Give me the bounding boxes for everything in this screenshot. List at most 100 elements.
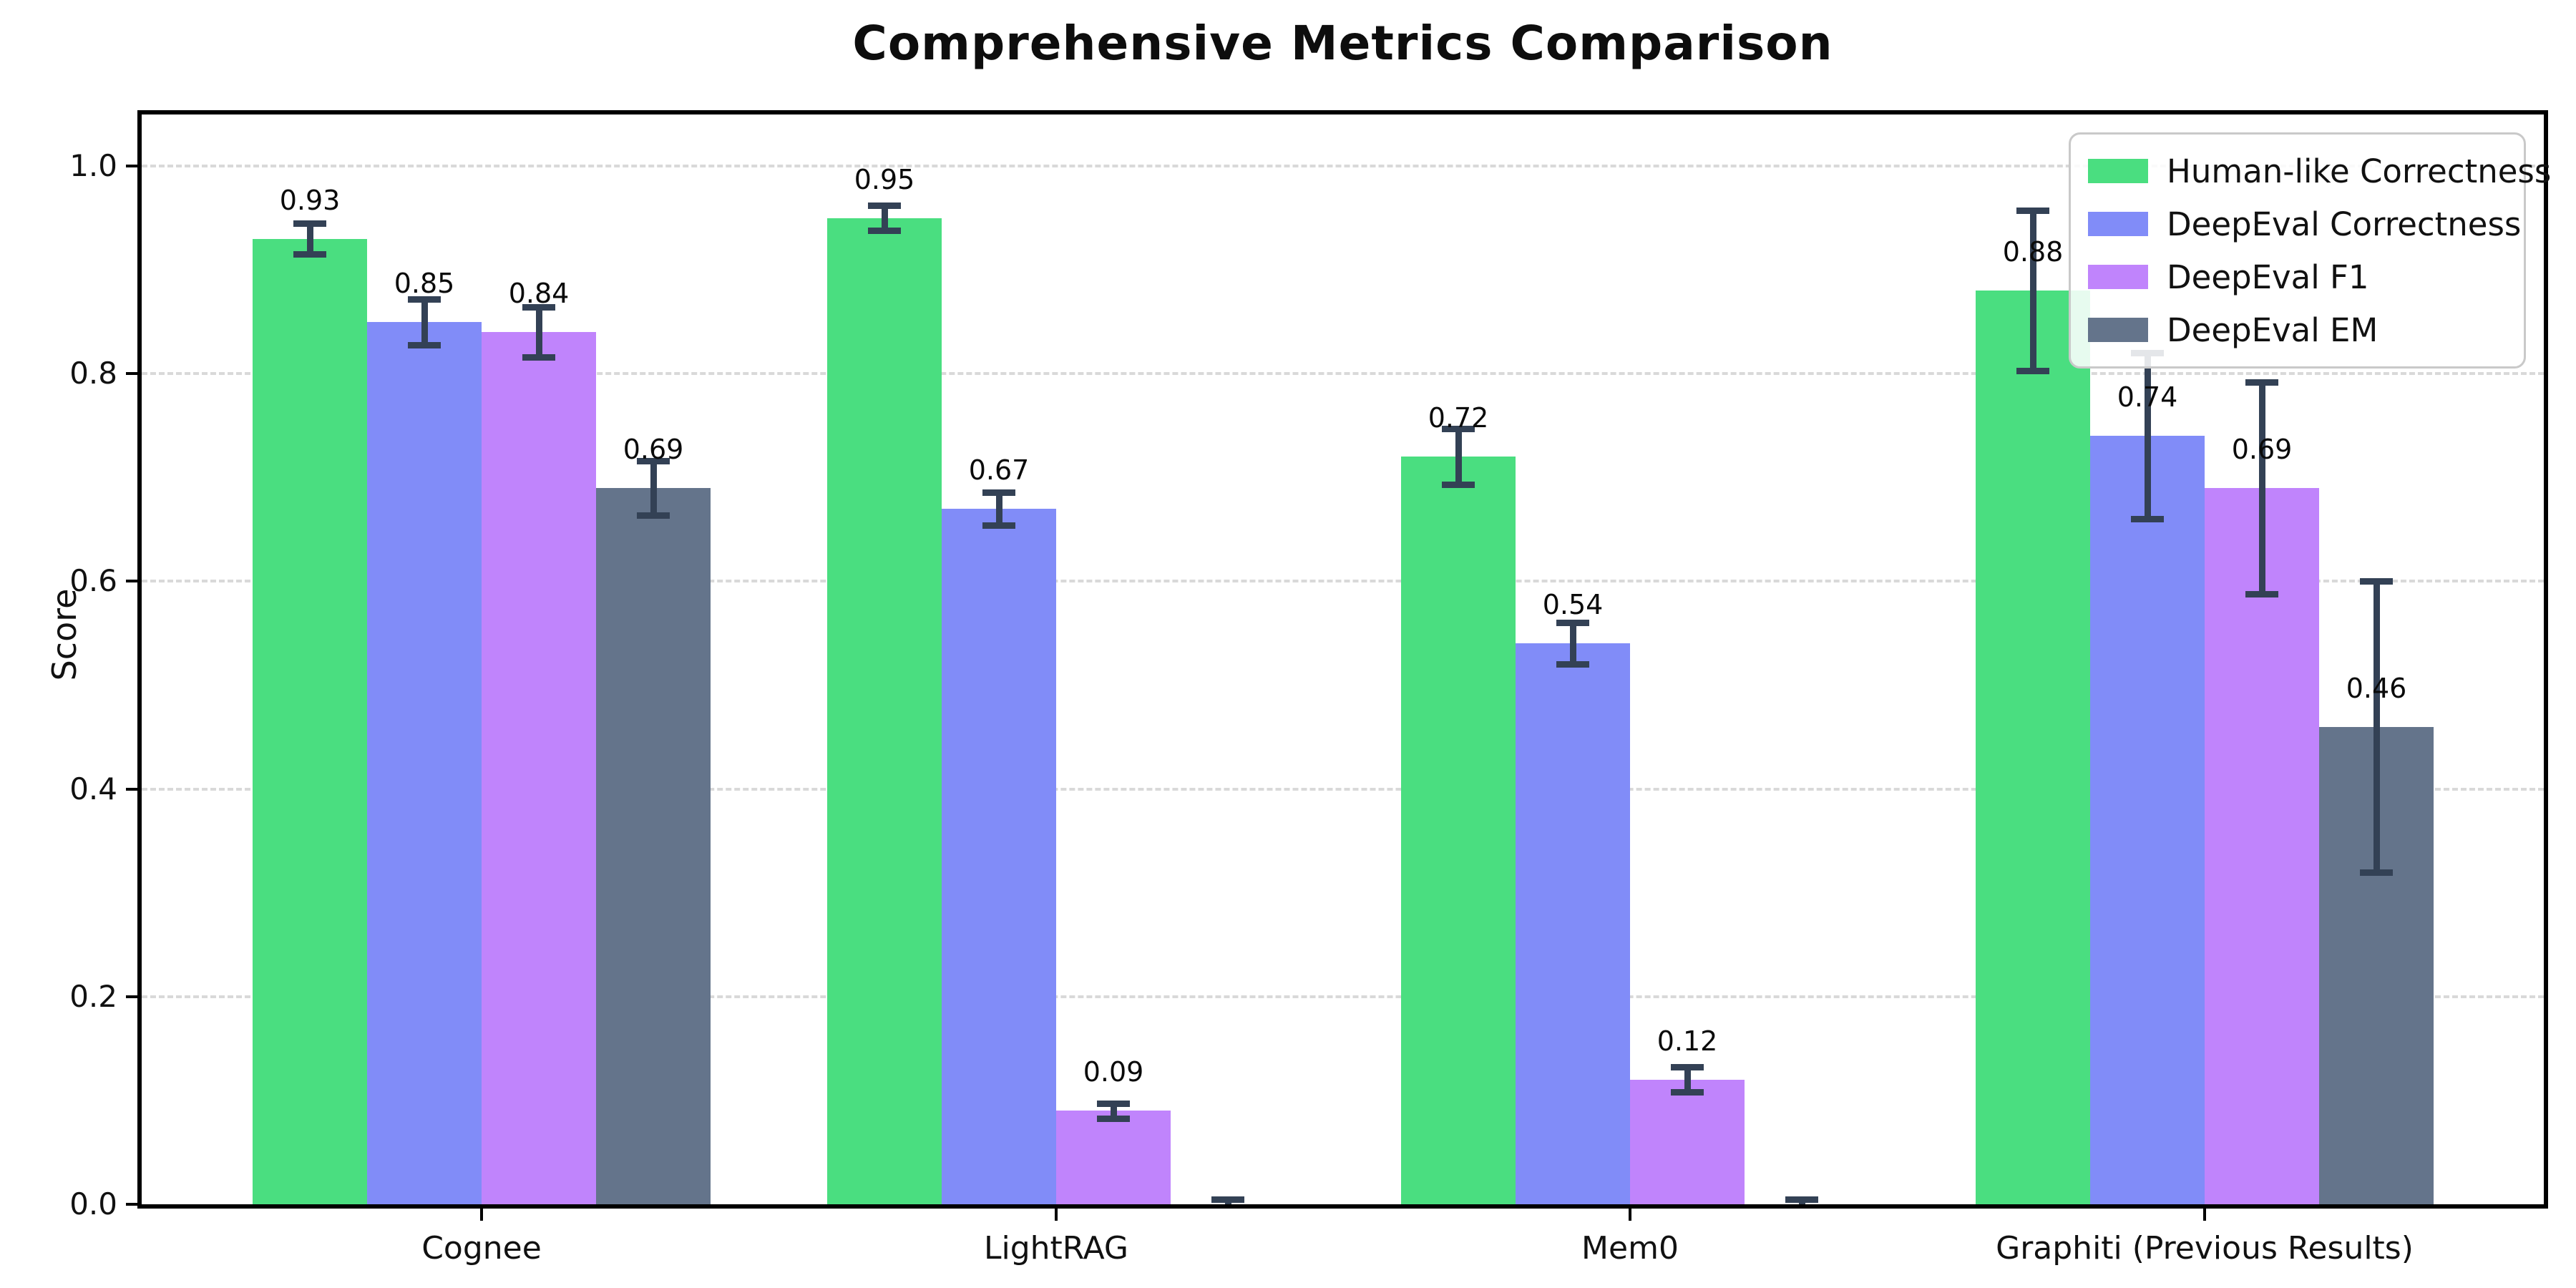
legend-label: Human-like Correctness [2167, 152, 2552, 190]
error-bar-cap-top [2245, 379, 2278, 386]
error-bar-cap-bottom [408, 341, 441, 348]
bar-value-label: 0.46 [2346, 672, 2407, 704]
error-bar-cap-top [522, 304, 555, 311]
y-tick-label: 1.0 [69, 148, 117, 183]
error-bar-cap-top [1442, 426, 1475, 433]
error-bar-cap-bottom [1671, 1089, 1704, 1096]
error-bar-cap-bottom [2131, 516, 2164, 523]
legend-swatch-deepeval-f1 [2088, 265, 2148, 289]
x-tick-mark [2203, 1209, 2206, 1221]
y-tick-mark [126, 580, 137, 583]
gridline [142, 995, 2544, 998]
x-tick-mark [1629, 1209, 1631, 1221]
y-tick-label: 0.4 [69, 771, 117, 806]
y-tick-mark [126, 372, 137, 376]
legend-item: DeepEval EM [2088, 311, 2507, 349]
error-bar [2029, 210, 2036, 371]
gridline [142, 787, 2544, 791]
legend-label: DeepEval F1 [2167, 258, 2369, 296]
legend-swatch-human-like-correctness [2088, 159, 2148, 183]
error-bar-cap-top [408, 296, 441, 303]
bar [1516, 643, 1630, 1204]
error-bar-cap-top [637, 458, 670, 465]
bar [1976, 291, 2090, 1204]
bar [2090, 436, 2205, 1204]
error-bar-cap-bottom [2245, 590, 2278, 597]
y-tick-mark [126, 787, 137, 791]
bar [367, 322, 482, 1204]
bar [2205, 488, 2319, 1204]
bar-value-label: 0.54 [1542, 589, 1604, 621]
error-bar [1684, 1067, 1691, 1093]
error-bar [2144, 353, 2151, 519]
bar [482, 332, 596, 1204]
y-tick-label: 0.8 [69, 356, 117, 391]
error-bar-cap-bottom [2016, 367, 2049, 374]
error-bar-cap-top [2360, 578, 2393, 585]
x-tick-label: Mem0 [1581, 1230, 1679, 1267]
error-bar [1110, 1103, 1117, 1118]
error-bar-cap-top [982, 489, 1015, 496]
bar [596, 488, 711, 1204]
error-bar-cap-top [1671, 1064, 1704, 1071]
bar [1401, 457, 1516, 1204]
gridline [142, 372, 2544, 376]
error-bar-cap-bottom [868, 227, 901, 234]
bar-value-label: 0.67 [968, 454, 1030, 486]
gridline [142, 580, 2544, 583]
x-tick-label: Cognee [421, 1230, 542, 1267]
x-tick-mark [480, 1209, 483, 1221]
y-tick-mark [126, 165, 137, 167]
x-tick-mark [1055, 1209, 1058, 1221]
bar [1630, 1080, 1745, 1204]
error-bar-cap-top [293, 220, 326, 227]
bar-value-label: 0.85 [394, 267, 455, 299]
error-bar [881, 205, 888, 230]
error-bar-cap-top [2016, 208, 2049, 215]
error-bar-cap-bottom [1097, 1115, 1130, 1122]
error-bar [650, 461, 657, 515]
error-bar-cap-bottom [1442, 482, 1475, 489]
bar-value-label: 0.69 [623, 433, 684, 465]
y-tick-mark [126, 1203, 137, 1206]
legend-item: DeepEval F1 [2088, 258, 2507, 296]
error-bar-cap-top [1556, 620, 1589, 627]
bar-value-label: 0.88 [2002, 236, 2064, 268]
legend-swatch-deepeval-correctness [2088, 212, 2148, 236]
error-bar-cap-bottom [293, 251, 326, 258]
x-tick-label: LightRAG [983, 1230, 1129, 1267]
legend: Human-like Correctness DeepEval Correctn… [2069, 132, 2551, 369]
legend-item: Human-like Correctness [2088, 152, 2551, 190]
error-bar-cap-bottom [1556, 661, 1589, 668]
error-bar-cap-top [868, 203, 901, 210]
x-tick-label: Graphiti (Previous Results) [1996, 1230, 2414, 1267]
error-bar [306, 223, 313, 255]
bar [253, 239, 367, 1204]
bar-value-label: 0.95 [854, 163, 915, 195]
error-bar-cap-bottom [982, 522, 1015, 530]
legend-label: DeepEval EM [2167, 311, 2379, 349]
legend-label: DeepEval Correctness [2167, 205, 2522, 243]
bar [1056, 1111, 1171, 1204]
gridline [142, 165, 2544, 167]
error-bar [2258, 381, 2265, 594]
error-bar [2373, 581, 2380, 872]
bar-value-label: 0.12 [1657, 1025, 1718, 1057]
bar [942, 509, 1056, 1204]
legend-swatch-deepeval-em [2088, 318, 2148, 342]
bar-value-label: 0.93 [279, 184, 341, 216]
bar [827, 218, 942, 1204]
error-bar [1455, 429, 1462, 485]
error-bar [535, 307, 542, 357]
bar-value-label: 0.69 [2231, 433, 2293, 465]
error-bar [995, 492, 1002, 526]
chart-title: Comprehensive Metrics Comparison [852, 16, 1833, 71]
bar-value-label: 0.84 [508, 278, 570, 310]
error-bar-cap-bottom [637, 512, 670, 519]
error-bar [421, 298, 428, 345]
bar-value-label: 0.74 [2117, 381, 2178, 414]
error-bar-cap-top [1785, 1196, 1818, 1203]
y-tick-label: 0.2 [69, 978, 117, 1014]
error-bar [1569, 623, 1576, 665]
